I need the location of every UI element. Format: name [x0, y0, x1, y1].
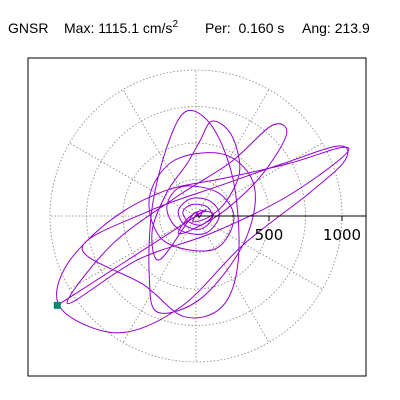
marker-group — [53, 301, 61, 309]
station-code: GNSR — [8, 20, 49, 36]
max-unit: cm/s — [142, 20, 173, 36]
chart-header: GNSR Max: 1115.1 cm/s2 Per: 0.160 s Ang:… — [0, 16, 400, 40]
radial-tick-label: 1000 — [323, 226, 361, 244]
trace-end-marker — [53, 301, 61, 309]
radial-axis: 500 1000 — [196, 215, 366, 244]
orbit-trace — [56, 109, 350, 334]
angle-readout: Ang: 213.9 — [302, 20, 370, 36]
angle-value: 213.9 — [334, 20, 370, 36]
radial-tick-label: 500 — [255, 226, 284, 244]
max-acceleration-readout: Max: 1115.1 cm/s2 — [64, 19, 178, 37]
period-label: Per: — [205, 20, 231, 36]
orbit-trace-group — [56, 109, 350, 334]
angle-label: Ang: — [302, 20, 331, 36]
max-value: 1115.1 — [98, 20, 139, 36]
period-readout: Per: 0.160 s — [205, 20, 284, 36]
max-label: Max: — [64, 20, 95, 36]
period-value: 0.160 s — [238, 20, 285, 36]
max-unit-exponent: 2 — [172, 19, 178, 30]
